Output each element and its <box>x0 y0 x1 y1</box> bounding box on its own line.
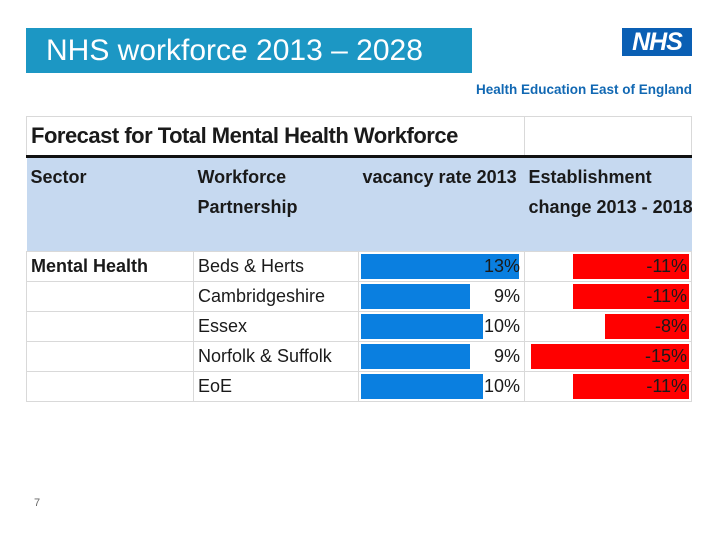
cell-sector <box>26 311 194 342</box>
slide-title: NHS workforce 2013 – 2028 <box>46 33 423 67</box>
vacancy-bar <box>361 284 471 309</box>
header-sector: Sector <box>26 155 194 252</box>
vacancy-label: 9% <box>494 346 521 366</box>
vacancy-bar <box>361 314 483 339</box>
cell-sector: Mental Health <box>26 251 194 282</box>
header-vacancy: vacancy rate 2013 <box>358 155 525 252</box>
table-row: Norfolk & Suffolk 9% -15% <box>26 341 693 372</box>
cell-vacancy-rate: 10% <box>357 311 526 342</box>
vacancy-label: 9% <box>494 286 521 306</box>
cell-vacancy-rate: 10% <box>357 371 526 402</box>
page-number: 7 <box>34 497 41 509</box>
cell-establishment-change: -11% <box>524 371 693 402</box>
cell-partnership: Beds & Herts <box>193 251 359 282</box>
header-partnership: Workforce Partnership <box>193 155 359 252</box>
table-body: Mental Health Beds & Herts 13% -11% Cambridg… <box>26 251 693 402</box>
change-label: -8% <box>655 316 688 336</box>
cell-establishment-change: -11% <box>524 281 693 312</box>
cell-establishment-change: -8% <box>524 311 693 342</box>
table-row: EoE 10% -11% <box>26 371 693 402</box>
change-bar <box>531 344 690 369</box>
vacancy-label: 10% <box>484 316 521 336</box>
table-row: Essex 10% -8% <box>26 311 693 342</box>
workforce-table: Forecast for Total Mental Health Workfor… <box>25 116 693 402</box>
table-title-empty-cell <box>524 116 693 157</box>
cell-vacancy-rate: 9% <box>357 341 526 372</box>
table-row: Cambridgeshire 9% -11% <box>26 281 693 312</box>
workforce-table-container: Forecast for Total Mental Health Workfor… <box>25 116 693 402</box>
vacancy-bar <box>361 254 519 279</box>
vacancy-label: 13% <box>484 256 521 276</box>
cell-sector <box>26 281 194 312</box>
table-header-row: Sector Workforce Partnership vacancy rat… <box>26 155 692 252</box>
cell-sector <box>26 371 194 402</box>
header-change-line1: Establishment <box>528 167 652 187</box>
change-label: -11% <box>646 286 688 306</box>
change-label: -11% <box>646 376 688 396</box>
header-change-line2: change 2013 - 2018 <box>528 197 692 217</box>
cell-establishment-change: -11% <box>524 251 693 282</box>
table-title-row: Forecast for Total Mental Health Workfor… <box>25 116 693 157</box>
nhs-logo: NHS <box>622 28 692 56</box>
header-sector-text: Sector <box>30 167 87 187</box>
cell-vacancy-rate: 13% <box>357 251 526 282</box>
organization-name: Health Education East of England <box>475 82 692 97</box>
header-vacancy-text: vacancy rate 2013 <box>362 167 517 187</box>
change-label: -11% <box>646 256 688 276</box>
cell-establishment-change: -15% <box>524 341 693 372</box>
change-bar <box>604 314 690 339</box>
change-bar <box>573 254 690 279</box>
header-change: Establishment change 2013 - 2018 <box>524 155 692 252</box>
vacancy-bar <box>361 374 483 399</box>
header-partnership-line1: Workforce <box>197 167 287 187</box>
cell-sector <box>26 341 194 372</box>
cell-partnership: Essex <box>193 311 359 342</box>
change-bar <box>573 374 690 399</box>
change-label: -15% <box>645 346 688 366</box>
cell-partnership: EoE <box>193 371 359 402</box>
header-partnership-line2: Partnership <box>197 197 298 217</box>
table-row: Mental Health Beds & Herts 13% -11% <box>26 251 693 282</box>
cell-partnership: Norfolk & Suffolk <box>193 341 359 372</box>
vacancy-bar <box>361 344 471 369</box>
vacancy-label: 10% <box>484 376 521 396</box>
cell-vacancy-rate: 9% <box>357 281 526 312</box>
cell-partnership: Cambridgeshire <box>193 281 359 312</box>
change-bar <box>573 284 690 309</box>
table-title: Forecast for Total Mental Health Workfor… <box>31 123 458 148</box>
slide-title-bar: NHS workforce 2013 – 2028 <box>26 28 472 73</box>
